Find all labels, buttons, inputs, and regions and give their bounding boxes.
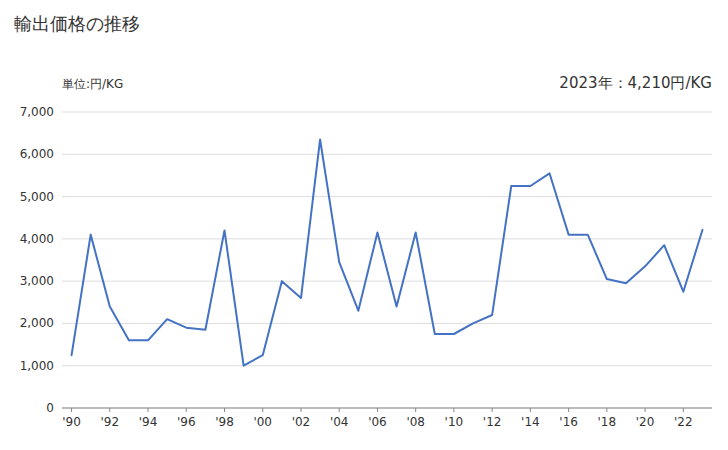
x-tick-label: '04 xyxy=(330,415,349,429)
y-tick-label: 4,000 xyxy=(20,232,54,246)
x-tick-label: '06 xyxy=(368,415,387,429)
x-tick-label: '94 xyxy=(139,415,158,429)
x-tick-label: '22 xyxy=(674,415,693,429)
unit-label: 単位:円/KG xyxy=(62,77,123,91)
x-tick xyxy=(453,408,454,412)
grid-line xyxy=(62,323,712,324)
y-tick-label: 2,000 xyxy=(20,316,54,330)
grid-line xyxy=(62,365,712,366)
x-tick-label: '92 xyxy=(101,415,120,429)
x-tick-label: '12 xyxy=(483,415,502,429)
title: 輸出価格の推移 xyxy=(14,13,140,34)
x-tick xyxy=(377,408,378,412)
x-tick-label: '96 xyxy=(177,415,196,429)
x-tick xyxy=(683,408,684,412)
grid-line xyxy=(62,196,712,197)
x-tick xyxy=(492,408,493,412)
x-tick xyxy=(300,408,301,412)
x-axis-line xyxy=(62,408,712,409)
grid-line xyxy=(62,154,712,155)
x-tick-label: '98 xyxy=(215,415,234,429)
y-tick-label: 6,000 xyxy=(20,147,54,161)
x-tick-label: '16 xyxy=(559,415,578,429)
x-tick-label: '18 xyxy=(598,415,617,429)
x-tick xyxy=(148,408,149,412)
y-tick-label: 0 xyxy=(46,401,54,415)
grid-line xyxy=(62,112,712,113)
x-tick xyxy=(109,408,110,412)
x-axis: '90 '92 '94 '96 '98 '00 '02 '04 '06 '08 '10 '12 '14 '… xyxy=(62,408,712,429)
x-tick xyxy=(186,408,187,412)
x-tick xyxy=(71,408,72,412)
x-tick xyxy=(568,408,569,412)
x-tick xyxy=(339,408,340,412)
x-tick-label: '00 xyxy=(253,415,272,429)
y-axis: 0 1,000 2,000 3,000 4,000 5,000 6,000 7,000 xyxy=(20,105,712,415)
y-tick-label: 3,000 xyxy=(20,274,54,288)
grid-line xyxy=(62,408,712,409)
chart: 輸出価格の推移単位:円/KG 2023年：4,210円/KG 0 1,000 2,000… xyxy=(0,0,728,450)
x-tick-label: '10 xyxy=(445,415,464,429)
x-tick xyxy=(224,408,225,412)
x-tick-label: '14 xyxy=(521,415,540,429)
x-tick-label: '08 xyxy=(406,415,425,429)
x-tick-label: '20 xyxy=(636,415,655,429)
x-tick xyxy=(530,408,531,412)
x-tick xyxy=(415,408,416,412)
x-tick xyxy=(606,408,607,412)
x-tick-label: '02 xyxy=(292,415,311,429)
annotation: 2023年：4,210円/KG xyxy=(559,74,712,92)
y-tick-label: 1,000 xyxy=(20,359,54,373)
y-tick-label: 7,000 xyxy=(20,105,54,119)
x-tick xyxy=(645,408,646,412)
x-tick xyxy=(262,408,263,412)
x-tick-label: '90 xyxy=(62,415,81,429)
line xyxy=(72,139,703,365)
plot-area xyxy=(72,139,703,365)
grid-line xyxy=(62,238,712,239)
y-tick-label: 5,000 xyxy=(20,190,54,204)
